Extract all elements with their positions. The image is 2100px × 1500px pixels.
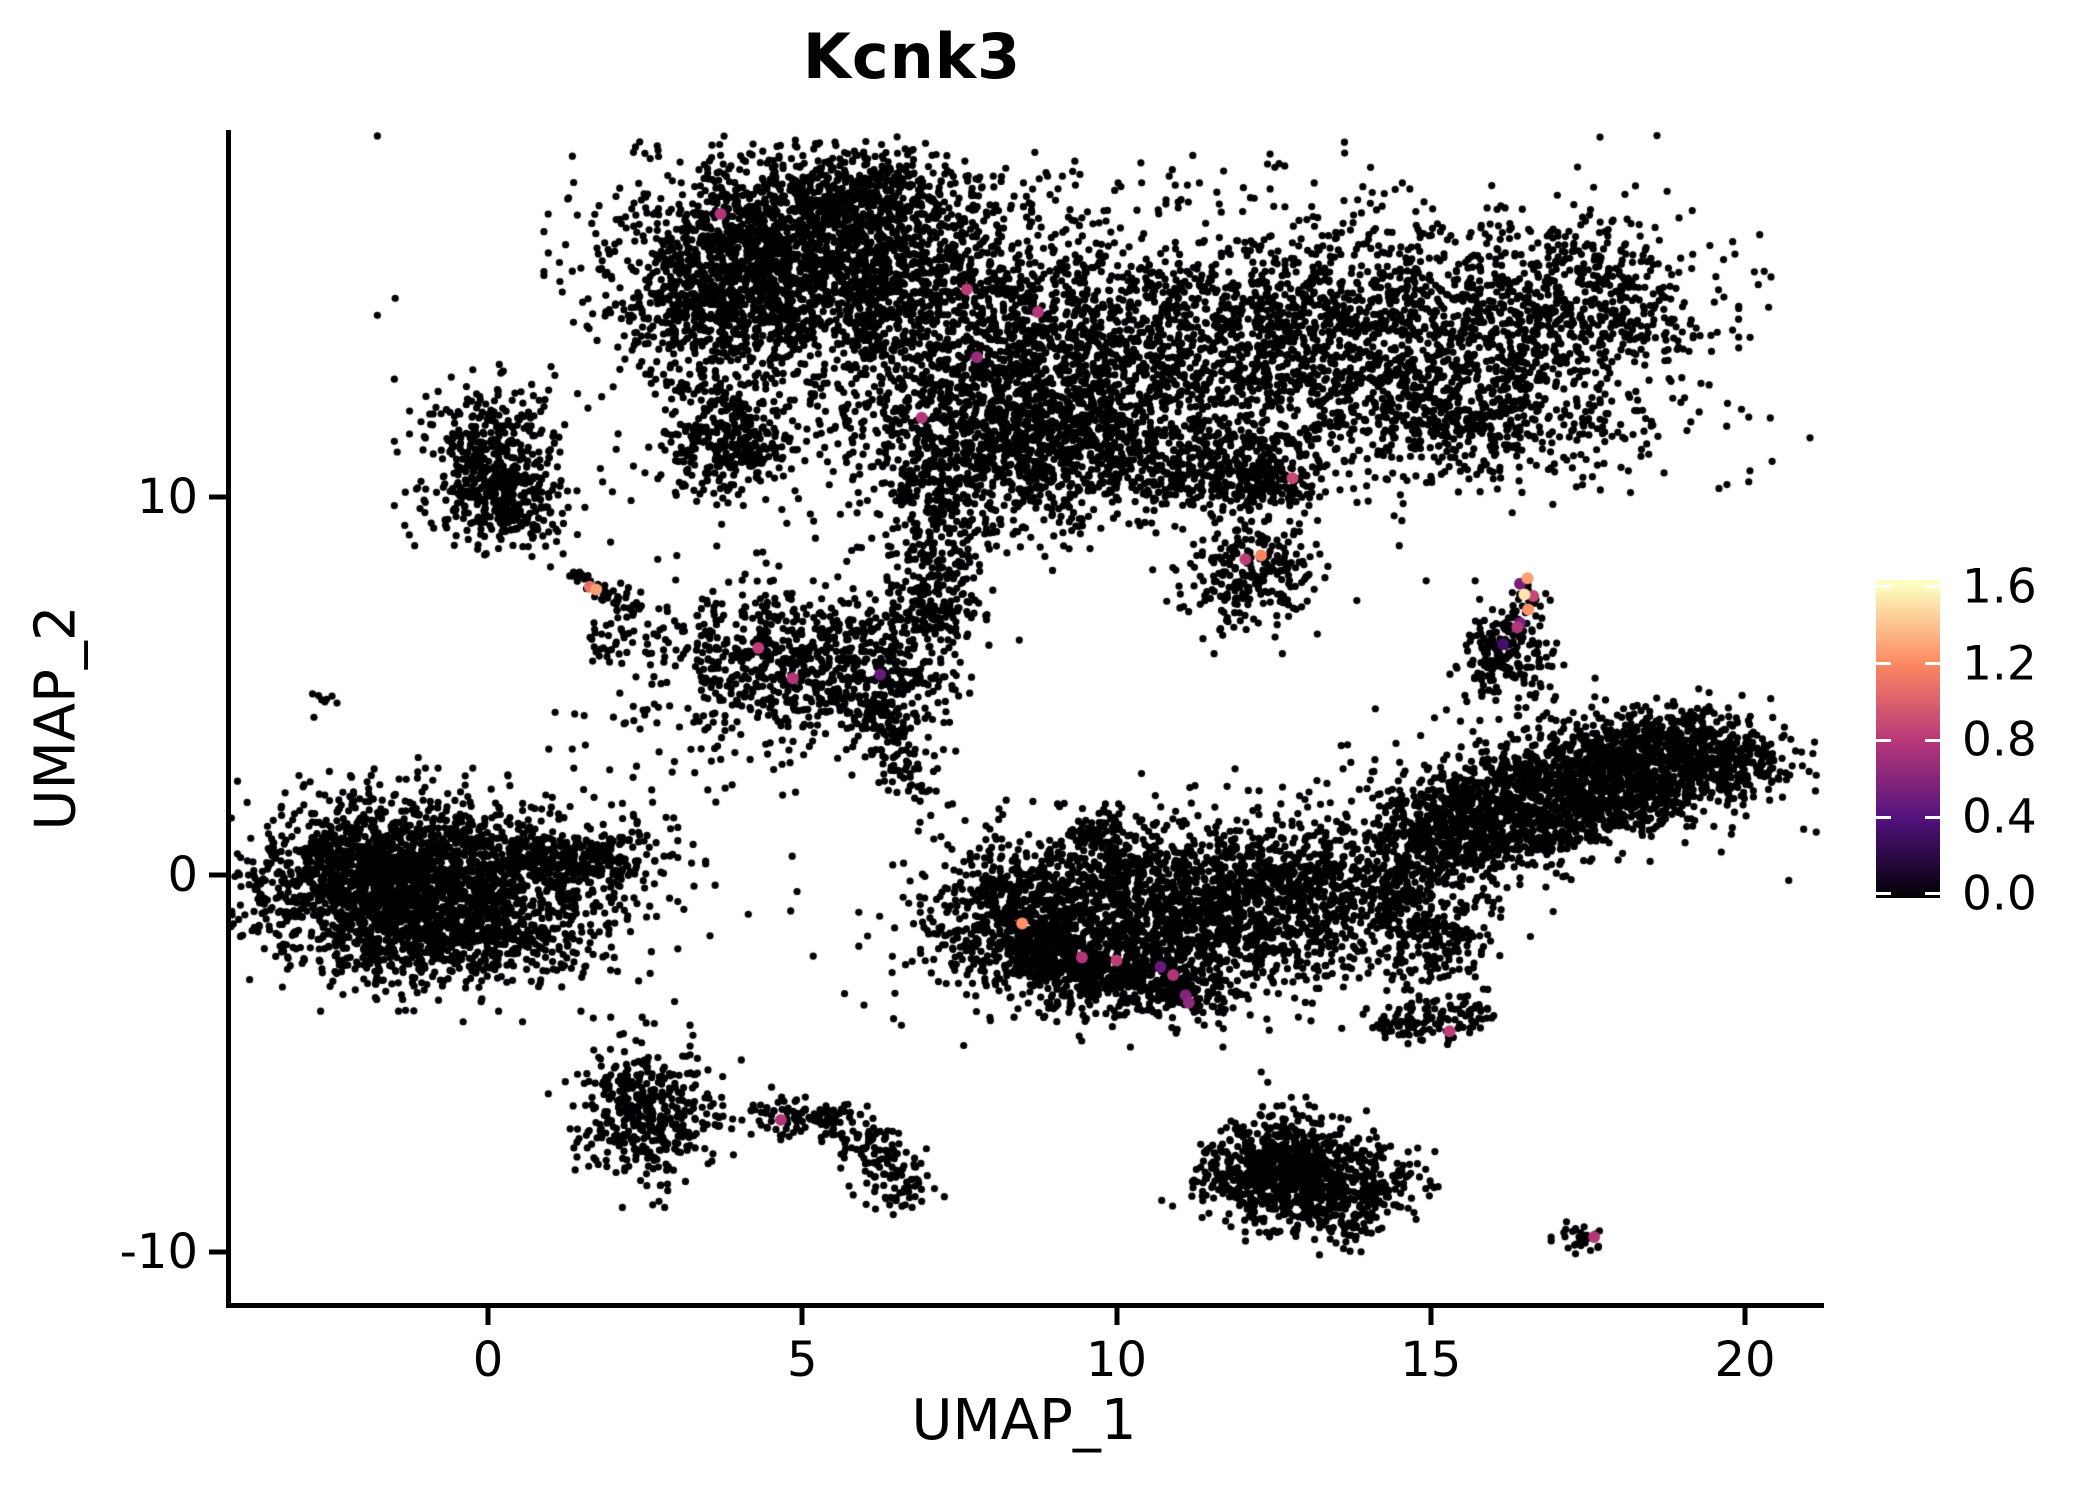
y-tick-label: -10 [119, 1224, 198, 1280]
x-tick-label: 20 [1714, 1332, 1776, 1388]
y-tick-label: 0 [167, 846, 198, 903]
x-tick-mark [799, 1308, 805, 1325]
colorbar-tick-mark [1925, 662, 1940, 666]
colorbar-tick-mark [1925, 585, 1940, 589]
colorbar-tick-mark [1876, 738, 1891, 742]
colorbar-tick-label: 0.0 [1962, 866, 2037, 922]
x-tick-mark [1114, 1308, 1119, 1325]
colorbar-tick-mark [1925, 738, 1940, 742]
x-tick-label: 15 [1400, 1332, 1462, 1388]
colorbar-tick-mark [1876, 662, 1891, 666]
colorbar-tick-mark [1876, 892, 1891, 896]
y-tick-mark [209, 1249, 226, 1255]
y-tick-label: 10 [136, 469, 198, 525]
y-tick-mark [209, 494, 226, 500]
x-axis-line [226, 1303, 1824, 1308]
x-axis-label: UMAP_1 [911, 1388, 1137, 1453]
x-tick-label: 5 [786, 1332, 818, 1388]
x-tick-mark [485, 1308, 491, 1325]
colorbar-tick-mark [1876, 585, 1891, 589]
colorbar-tick-label: 0.4 [1962, 789, 2037, 845]
y-tick-mark [209, 872, 226, 877]
colorbar-tick-mark [1925, 892, 1940, 896]
x-tick-label: 0 [472, 1332, 504, 1388]
x-tick-mark [1742, 1308, 1748, 1325]
x-tick-mark [1428, 1308, 1434, 1325]
colorbar-tick-label: 1.2 [1962, 636, 2037, 692]
colorbar-tick-mark [1925, 815, 1940, 819]
colorbar-tick-label: 1.6 [1962, 559, 2037, 615]
y-axis-line [226, 130, 231, 1308]
x-tick-label: 10 [1085, 1332, 1148, 1388]
plot-title: Kcnk3 [802, 20, 1022, 93]
colorbar-tick-mark [1876, 815, 1891, 819]
y-axis-label: UMAP_2 [23, 605, 89, 831]
colorbar-tick-label: 0.8 [1962, 712, 2037, 768]
